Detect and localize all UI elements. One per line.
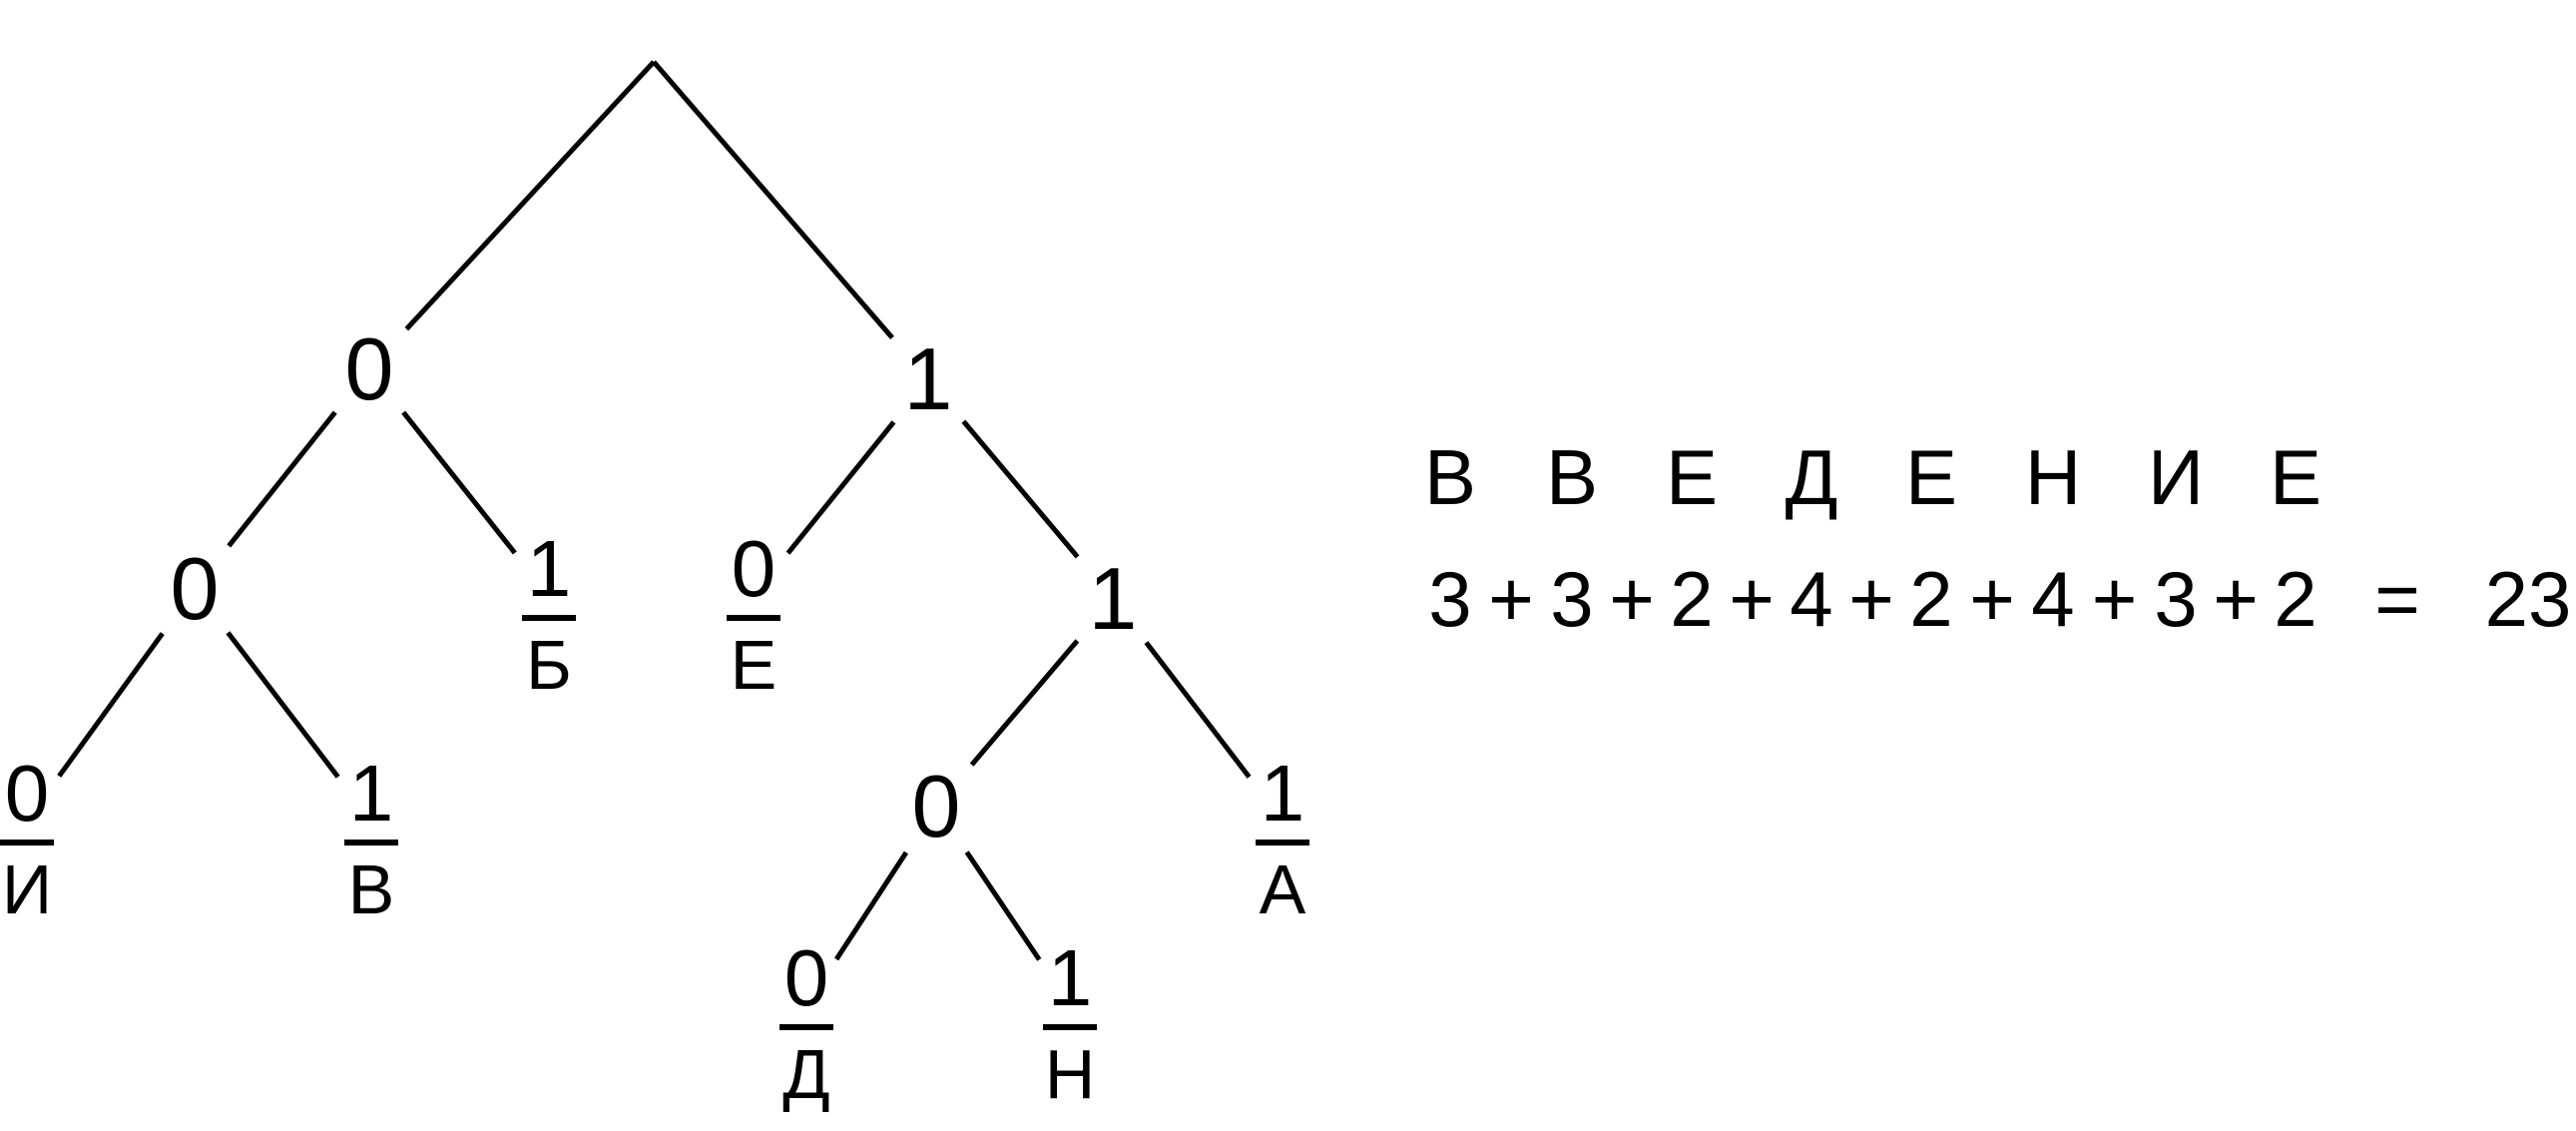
code-length-digit: 4 [2031,555,2074,643]
leaf-letter-label: И [2,850,52,928]
code-length-digit: 2 [1909,555,1952,643]
plus-sign: + [2213,555,2259,643]
word-letter: Е [1905,433,1957,521]
code-length-digit: 4 [1790,555,1832,643]
node-bit-label: 1 [527,524,572,613]
tree-edge [1144,641,1252,779]
plus-sign: + [1729,555,1775,643]
tree-edge [227,410,337,548]
node-bit-label: 0 [912,757,961,855]
tree-edge [57,632,165,778]
code-length-digit: 3 [2154,555,2197,643]
code-length-sum-row: 3 +3 +2 +4 +2 +4 +3 +2 = 23 [1428,555,2571,643]
plus-sign: + [1609,555,1655,643]
tree-edge [401,410,517,555]
tree-edge [226,631,340,779]
word-letter: И [2148,433,2204,521]
node-bit-label: 1 [1261,749,1305,838]
word-letter: В [1424,433,1476,521]
node-bit-label: 0 [784,933,829,1022]
leaf-letter-label: Н [1045,1035,1096,1113]
code-length-digit: 2 [1670,555,1713,643]
plus-sign: + [1488,555,1534,643]
leaf-letter-label: Е [731,626,777,704]
node-bit-label: 0 [732,524,776,613]
tree-edge [964,850,1042,961]
tree-edge [961,419,1080,559]
node-bit-label: 1 [1089,549,1138,648]
tree-edges [57,60,1252,961]
equals-sign: = [2374,555,2420,643]
tree-edge [652,60,894,340]
plus-sign: + [1848,555,1894,643]
word-letter: Н [2025,433,2081,521]
word-letter: Д [1786,433,1838,521]
node-bit-label: 1 [1048,933,1093,1022]
tree-edge [833,850,909,961]
word-letter: Е [1666,433,1718,521]
leaf-letter-label: В [348,850,395,928]
plus-sign: + [1969,555,2015,643]
code-length-digit: 2 [2274,555,2317,643]
node-bit-label: 1 [349,749,394,838]
tree-edge [785,420,896,555]
total-length-value: 23 [2485,555,2572,643]
tree-edge [404,60,656,331]
node-bit-label: 0 [345,319,394,418]
plus-sign: + [2092,555,2138,643]
word-letter: В [1546,433,1598,521]
leaf-letter-label: Б [526,626,572,704]
node-bit-label: 1 [904,329,953,428]
node-bit-label: 0 [171,539,220,638]
leaf-letter-label: Д [782,1035,829,1113]
node-bit-label: 0 [5,749,50,838]
code-length-digit: 3 [1428,555,1471,643]
word-letter: Е [2270,433,2321,521]
tree-edge [969,639,1080,767]
leaf-letter-label: А [1260,850,1306,928]
code-length-digit: 3 [1550,555,1593,643]
